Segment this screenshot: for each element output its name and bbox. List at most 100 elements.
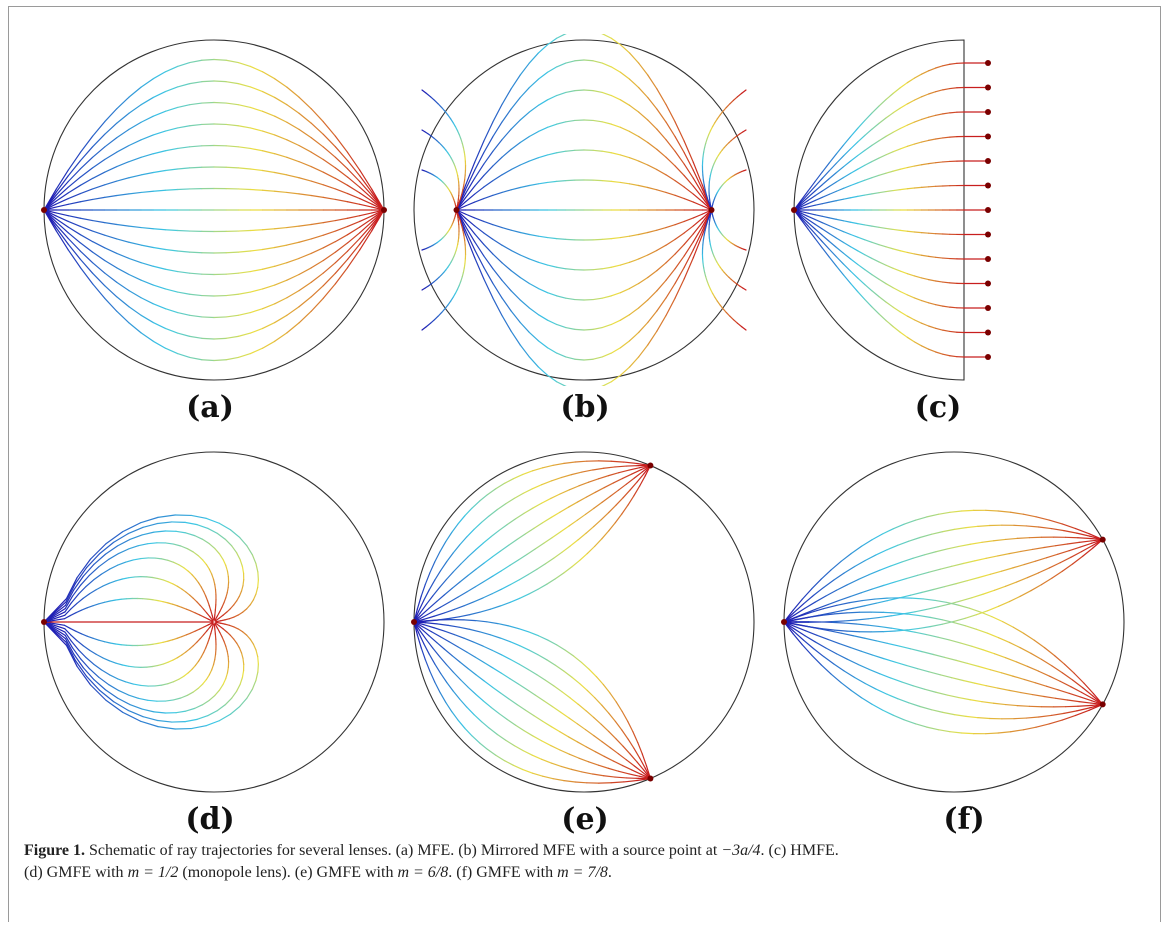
- ray-trajectory: [203, 624, 209, 628]
- ray-trajectory: [492, 191, 503, 196]
- ray-trajectory: [850, 258, 859, 266]
- source-point: [1099, 701, 1106, 708]
- ray-trajectory: [274, 314, 288, 324]
- source-point: [985, 354, 991, 360]
- ray-trajectory: [181, 588, 187, 593]
- ray-trajectory: [964, 625, 978, 630]
- ray-trajectory: [885, 189, 894, 193]
- ray-trajectory: [1079, 542, 1093, 548]
- ray-trajectory: [261, 265, 276, 270]
- ray-trajectory: [230, 690, 238, 699]
- ray-trajectory: [563, 780, 576, 783]
- ray-trajectory: [286, 139, 300, 147]
- ray-trajectory: [610, 94, 622, 101]
- ray-trajectory: [883, 611, 897, 614]
- ray-trajectory: [576, 741, 587, 748]
- ray-trajectory: [322, 158, 337, 169]
- ray-trajectory: [946, 601, 959, 606]
- ray-trajectory: [467, 686, 477, 695]
- ray-trajectory: [104, 272, 118, 283]
- ray-trajectory: [213, 101, 227, 104]
- ray-trajectory: [550, 493, 561, 500]
- ray-trajectory: [214, 615, 218, 621]
- ray-trajectory: [172, 697, 182, 701]
- ray-trajectory: [510, 119, 521, 130]
- ray-trajectory: [189, 335, 203, 339]
- ray-trajectory: [1034, 682, 1048, 687]
- ray-trajectory: [492, 138, 503, 152]
- ray-trajectory: [108, 580, 117, 584]
- ray-trajectory: [665, 138, 676, 152]
- ray-trajectory: [184, 521, 198, 526]
- ray-trajectory: [128, 322, 142, 334]
- ray-trajectory: [879, 565, 892, 571]
- ray-trajectory: [139, 516, 159, 524]
- ray-trajectory: [140, 297, 154, 305]
- ray-trajectory: [570, 768, 583, 773]
- ray-trajectory: [638, 135, 649, 144]
- ray-trajectory: [850, 545, 863, 555]
- ray-trajectory: [875, 688, 888, 695]
- ray-trajectory: [1015, 661, 1029, 667]
- ray-trajectory: [77, 586, 87, 595]
- ray-trajectory: [67, 201, 82, 205]
- ray-trajectory: [446, 552, 454, 563]
- ray-trajectory: [850, 154, 859, 162]
- ray-trajectory: [944, 656, 957, 661]
- ray-trajectory: [116, 177, 130, 182]
- ray-trajectory: [833, 572, 845, 581]
- caption-text-1c: . (c) HMFE.: [760, 842, 839, 859]
- ray-trajectory: [879, 615, 893, 619]
- ray-trajectory: [588, 761, 600, 766]
- ray-trajectory: [683, 249, 694, 268]
- ray-trajectory: [429, 561, 436, 574]
- ray-trajectory: [920, 254, 930, 257]
- ray-trajectory: [483, 150, 494, 165]
- ray-trajectory: [532, 735, 543, 742]
- ray-trajectory: [334, 167, 349, 178]
- ray-trajectory: [189, 594, 194, 599]
- ray-trajectory: [656, 189, 667, 193]
- ray-trajectory: [821, 162, 831, 173]
- ray-trajectory: [942, 353, 951, 357]
- ray-trajectory: [544, 679, 555, 687]
- ray-trajectory: [546, 37, 558, 46]
- ray-trajectory: [603, 755, 615, 762]
- ray-trajectory: [935, 327, 944, 331]
- ray-trajectory: [425, 92, 432, 98]
- ray-trajectory: [492, 103, 503, 123]
- ray-trajectory: [920, 93, 930, 98]
- ray-trajectory: [519, 276, 530, 285]
- ray-trajectory: [491, 550, 502, 558]
- ray-trajectory: [202, 630, 208, 636]
- ray-trajectory: [1063, 710, 1078, 714]
- ray-trajectory: [181, 606, 188, 610]
- ray-trajectory: [98, 639, 106, 643]
- ray-trajectory: [452, 544, 461, 554]
- ray-trajectory: [176, 270, 191, 274]
- ray-trajectory: [519, 645, 530, 651]
- ray-trajectory: [899, 124, 908, 130]
- ray-trajectory: [212, 578, 216, 585]
- ray-trajectory: [432, 647, 441, 658]
- ray-trajectory: [64, 634, 74, 649]
- ray-trajectory: [162, 661, 169, 665]
- ray-trajectory: [639, 757, 646, 769]
- ray-trajectory: [194, 612, 201, 616]
- ray-trajectory: [592, 356, 603, 360]
- ray-trajectory: [213, 80, 227, 83]
- ray-trajectory: [117, 689, 130, 696]
- ray-trajectory: [322, 121, 337, 137]
- ray-trajectory: [878, 296, 887, 303]
- ray-trajectory: [471, 500, 481, 509]
- ray-trajectory: [901, 681, 914, 687]
- ray-trajectory: [445, 701, 453, 713]
- ray-trajectory: [109, 599, 117, 602]
- ray-trajectory: [128, 121, 142, 130]
- ray-trajectory: [483, 194, 494, 200]
- ray-trajectory: [189, 59, 203, 64]
- ray-trajectory: [183, 567, 189, 572]
- ray-trajectory: [1066, 541, 1080, 545]
- ray-trajectory: [583, 358, 594, 361]
- ray-trajectory: [871, 225, 880, 228]
